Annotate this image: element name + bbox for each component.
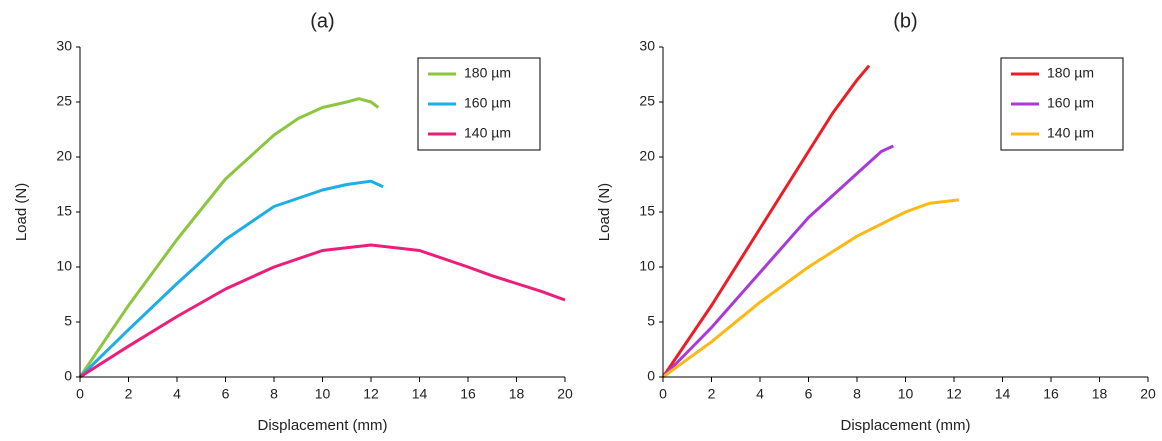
series-line	[78, 97, 380, 378]
x-tick-label: 0	[76, 386, 84, 402]
x-tick-label: 2	[708, 386, 716, 402]
chart-title: (a)	[310, 10, 334, 32]
x-tick-label: 10	[315, 386, 331, 402]
x-tick-label: 8	[853, 386, 861, 402]
y-tick-label: 10	[56, 258, 72, 274]
legend-label: 140 µm	[464, 125, 511, 141]
x-axis-label: Displacement (mm)	[257, 417, 387, 434]
x-tick-label: 6	[805, 386, 813, 402]
legend-label: 160 µm	[1047, 95, 1094, 111]
x-tick-label: 8	[270, 386, 278, 402]
legend-label: 160 µm	[464, 95, 511, 111]
y-axis-label: Load (N)	[596, 183, 613, 241]
x-tick-label: 14	[995, 386, 1011, 402]
y-tick-label: 5	[64, 313, 72, 329]
x-tick-label: 2	[125, 386, 133, 402]
x-tick-label: 12	[946, 386, 962, 402]
legend-label: 180 µm	[1047, 65, 1094, 81]
y-tick-label: 25	[56, 93, 72, 109]
y-tick-label: 5	[647, 313, 655, 329]
x-tick-label: 18	[1092, 386, 1108, 402]
x-tick-label: 20	[1140, 386, 1156, 402]
x-tick-label: 4	[756, 386, 764, 402]
y-tick-label: 25	[639, 93, 655, 109]
y-axis-label: Load (N)	[13, 183, 30, 241]
series-line	[78, 179, 384, 379]
y-tick-label: 10	[639, 258, 655, 274]
y-tick-label: 15	[639, 203, 655, 219]
x-tick-label: 16	[1043, 386, 1059, 402]
series-line	[661, 144, 894, 379]
x-tick-label: 4	[173, 386, 181, 402]
x-axis-label: Displacement (mm)	[840, 417, 970, 434]
x-tick-label: 18	[509, 386, 525, 402]
legend-label: 180 µm	[464, 65, 511, 81]
x-tick-label: 20	[557, 386, 573, 402]
x-tick-label: 0	[659, 386, 667, 402]
y-tick-label: 30	[56, 38, 72, 54]
chart-title: (b)	[893, 10, 917, 32]
y-tick-label: 0	[64, 368, 72, 384]
x-tick-label: 14	[412, 386, 428, 402]
y-tick-label: 20	[639, 148, 655, 164]
y-tick-label: 0	[647, 368, 655, 384]
y-tick-label: 30	[639, 38, 655, 54]
series-line	[662, 198, 960, 379]
x-tick-label: 16	[460, 386, 476, 402]
x-tick-label: 10	[898, 386, 914, 402]
series-line	[661, 64, 871, 378]
x-tick-label: 6	[222, 386, 230, 402]
y-tick-label: 20	[56, 148, 72, 164]
series-line	[79, 243, 566, 379]
x-tick-label: 12	[363, 386, 379, 402]
y-tick-label: 15	[56, 203, 72, 219]
legend-label: 140 µm	[1047, 125, 1094, 141]
